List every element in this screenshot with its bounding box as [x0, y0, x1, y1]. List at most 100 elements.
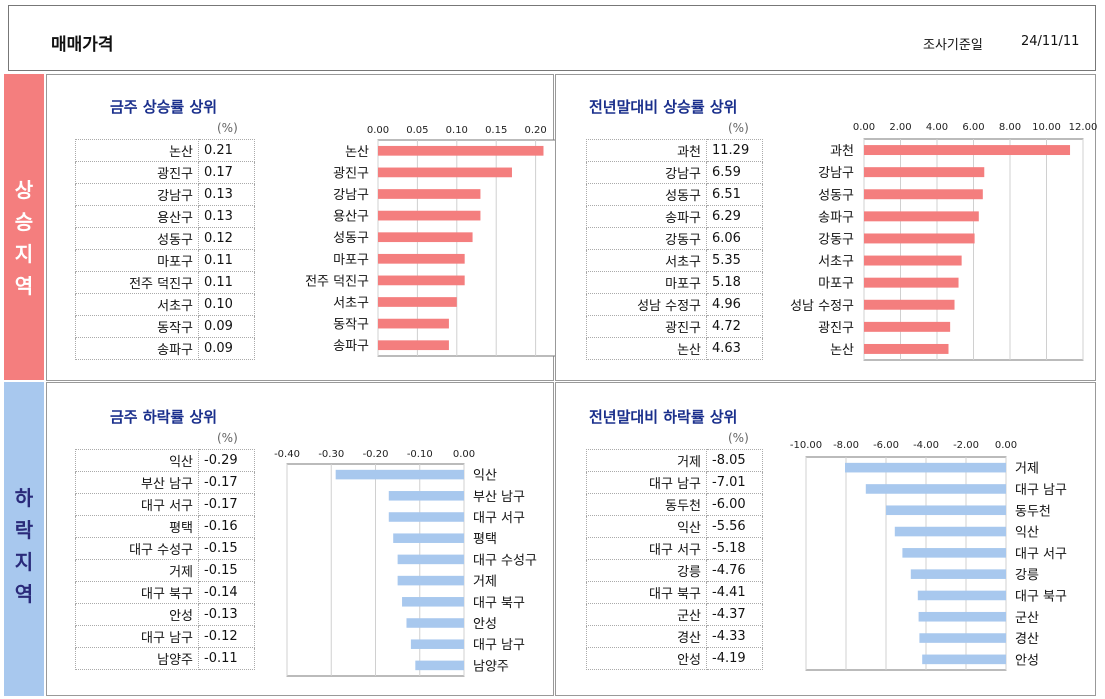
x-tick-label: -0.30 — [318, 449, 344, 460]
bar — [864, 167, 985, 178]
category-label: 성동구 — [333, 231, 369, 246]
change-rate: -6.00 — [706, 493, 763, 516]
table-row: 서초구 5.35 — [586, 249, 763, 272]
change-rate: -0.12 — [198, 625, 255, 648]
change-rate: -0.17 — [198, 493, 255, 516]
x-tick-label: -4.00 — [913, 440, 939, 451]
table-row: 강릉 -4.76 — [586, 559, 763, 582]
survey-date-value: 24/11/11 — [1021, 34, 1080, 49]
region-name: 대구 수성구 — [75, 537, 199, 560]
table-row: 대구 북구 -4.41 — [586, 581, 763, 604]
table-row: 성동구 6.51 — [586, 183, 763, 206]
bar — [864, 321, 951, 332]
bar — [918, 611, 1006, 622]
x-tick-label: -0.40 — [274, 449, 300, 460]
fall-band-char: 하 — [14, 486, 34, 510]
category-label: 강동구 — [818, 232, 854, 247]
category-label: 경산 — [1015, 632, 1039, 647]
x-tick-label: 0.00 — [853, 122, 875, 133]
bar — [864, 255, 962, 266]
region-name: 마포구 — [586, 271, 707, 294]
change-rate: -0.13 — [198, 603, 255, 626]
x-tick-label: -6.00 — [873, 440, 899, 451]
unit-label: (%) — [728, 431, 749, 445]
bar — [378, 275, 465, 286]
category-label: 평택 — [473, 532, 497, 547]
bar — [335, 469, 464, 480]
bar — [864, 299, 955, 310]
bar — [902, 548, 1006, 558]
category-label: 광진구 — [818, 321, 854, 336]
change-rate: -4.41 — [706, 581, 763, 604]
change-rate: -7.01 — [706, 471, 763, 494]
category-label: 용산구 — [333, 210, 369, 225]
rank-table: 거제 -8.05 대구 남구 -7.01 동두천 -6.00 익산 -5.56 대구 서구 -5.… — [586, 449, 763, 670]
rise-band-char: 승 — [14, 210, 34, 234]
category-label: 대구 북구 — [473, 596, 525, 611]
change-rate: 0.13 — [198, 205, 255, 228]
bar — [864, 343, 949, 354]
bar — [378, 232, 473, 243]
category-label: 서초구 — [333, 296, 369, 311]
section-title: 금주 상승률 상위 — [110, 98, 218, 116]
change-rate: 5.35 — [706, 249, 763, 272]
x-tick-label: 2.00 — [889, 122, 911, 133]
bar — [886, 505, 1006, 516]
bar — [388, 491, 464, 501]
rank-table: 논산 0.21 광진구 0.17 강남구 0.13 용산구 0.13 성동구 0.12 마포구 0.1… — [75, 139, 255, 360]
x-tick-label: -8.00 — [833, 440, 859, 451]
change-rate: -0.14 — [198, 581, 255, 604]
unit-label: (%) — [217, 431, 238, 445]
bar — [378, 318, 449, 329]
section-title: 전년말대비 하락률 상위 — [589, 408, 738, 426]
category-label: 마포구 — [818, 277, 854, 292]
bar — [397, 575, 464, 586]
fall-band-char: 역 — [14, 582, 34, 606]
category-label: 대구 북구 — [1015, 589, 1067, 604]
bar — [402, 597, 464, 607]
bar — [917, 590, 1006, 601]
x-tick-label: 0.15 — [485, 125, 507, 136]
table-row: 대구 서구 -0.17 — [75, 493, 255, 516]
table-row: 남양주 -0.11 — [75, 647, 255, 670]
bar — [378, 253, 465, 264]
x-tick-label: 0.20 — [524, 125, 546, 136]
x-tick-label: 0.00 — [453, 449, 475, 460]
table-row: 익산 -5.56 — [586, 515, 763, 538]
category-label: 송파구 — [333, 339, 369, 354]
table-row: 거제 -0.15 — [75, 559, 255, 582]
x-tick-label: 6.00 — [962, 122, 984, 133]
bar — [378, 340, 449, 351]
category-label: 과천 — [830, 144, 854, 159]
bar — [410, 639, 464, 649]
x-tick-label: 0.00 — [367, 125, 389, 136]
change-rate: -0.17 — [198, 471, 255, 494]
category-label: 대구 서구 — [473, 511, 525, 526]
category-label: 거제 — [1015, 462, 1039, 477]
bar — [894, 526, 1006, 537]
change-rate: 0.09 — [198, 337, 255, 360]
category-label: 대구 수성구 — [473, 553, 537, 568]
fall-band-char: 락 — [14, 518, 34, 542]
change-rate: -4.33 — [706, 625, 763, 648]
rank-table: 과천 11.29 강남구 6.59 성동구 6.51 송파구 6.29 강동구 6.06 서초구 5.… — [586, 139, 763, 360]
survey-date-label: 조사기준일 — [923, 38, 983, 53]
change-rate: 0.13 — [198, 183, 255, 206]
bar — [378, 145, 544, 156]
region-name: 거제 — [586, 449, 707, 472]
region-name: 안성 — [586, 647, 707, 670]
change-rate: 6.06 — [706, 227, 763, 250]
region-name: 대구 남구 — [75, 625, 199, 648]
table-row: 대구 남구 -7.01 — [586, 471, 763, 494]
region-name: 대구 북구 — [586, 581, 707, 604]
category-label: 송파구 — [818, 210, 854, 225]
category-label: 강남구 — [818, 166, 854, 181]
table-row: 과천 11.29 — [586, 139, 763, 162]
category-label: 전주 덕진구 — [305, 274, 369, 289]
category-label: 대구 남구 — [1015, 483, 1067, 498]
category-label: 마포구 — [333, 253, 369, 268]
bar — [922, 654, 1006, 665]
region-name: 논산 — [586, 337, 707, 360]
unit-label: (%) — [217, 121, 238, 135]
